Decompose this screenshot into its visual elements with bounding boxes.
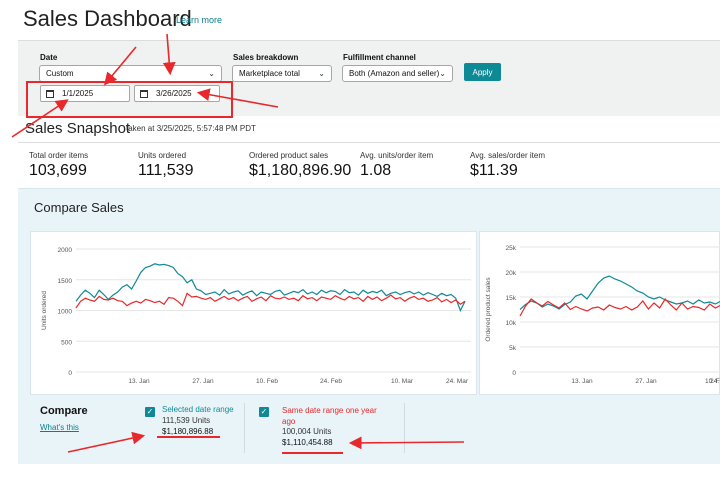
metric-avg-sales-per-order-item: Avg. sales/order item $11.39 <box>470 151 545 180</box>
breakdown-select-value: Marketplace total <box>239 69 300 78</box>
previous-range-units: 100,004 Units <box>282 427 332 436</box>
metric-value: 103,699 <box>29 162 87 179</box>
metric-label: Avg. units/order item <box>360 151 434 160</box>
x-tick-label: 10. Feb <box>705 378 720 385</box>
whats-this-link[interactable]: What's this <box>40 423 79 432</box>
series-line <box>75 292 466 309</box>
end-date-value: 3/26/2025 <box>156 89 192 98</box>
y-tick-label: 25k <box>506 245 517 252</box>
metric-label: Avg. sales/order item <box>470 151 545 160</box>
date-select-value: Custom <box>46 69 74 78</box>
learn-more-link[interactable]: Learn more <box>176 15 223 25</box>
start-date-value: 1/1/2025 <box>62 89 94 98</box>
selected-range-sales: $1,180,896.88 <box>162 427 214 436</box>
series-line <box>519 298 720 317</box>
ordered-product-sales-chart[interactable]: 0 5k 10k 15k 20k 25k Ordered product sales 13. … <box>480 232 720 396</box>
x-tick-label: 13. Jan <box>128 378 150 385</box>
metric-ordered-product-sales: Ordered product sales $1,180,896.90 <box>249 151 351 180</box>
apply-button[interactable]: Apply <box>464 63 501 81</box>
metric-label: Ordered product sales <box>249 151 329 160</box>
previous-range-sales: $1,110,454.88 <box>282 438 333 447</box>
y-tick-label: 20k <box>506 270 517 277</box>
fulfillment-select-value: Both (Amazon and seller) <box>349 69 440 78</box>
x-tick-label: 24. Feb <box>710 378 720 385</box>
chevron-down-icon: ⌄ <box>208 69 215 78</box>
divider <box>404 403 405 453</box>
snapshot-timestamp: taken at 3/25/2025, 5:57:48 PM PDT <box>126 124 256 133</box>
compare-sales-title: Compare Sales <box>34 200 124 215</box>
selected-range-units: 111,539 Units <box>162 416 211 425</box>
selected-range-checkbox[interactable]: ✓ <box>145 407 155 417</box>
y-tick-label: 1500 <box>58 278 73 285</box>
snapshot-metrics: Total order items 103,699 Units ordered … <box>18 142 720 188</box>
x-tick-label: 27. Jan <box>635 378 657 385</box>
x-tick-label: 27. Jan <box>192 378 214 385</box>
sales-chart-card: 0 5k 10k 15k 20k 25k Ordered product sales 13. … <box>479 231 720 395</box>
x-tick-label: 10. Mar <box>391 378 414 385</box>
metric-value: $11.39 <box>470 162 518 179</box>
metric-value: 1.08 <box>360 162 392 179</box>
y-tick-label: 15k <box>506 295 517 302</box>
chevron-down-icon: ⌄ <box>439 69 446 78</box>
series-line <box>75 263 466 312</box>
previous-range-title: Same date range one year ago <box>282 406 377 426</box>
metric-total-order-items: Total order items 103,699 <box>29 151 88 180</box>
fulfillment-select[interactable]: Both (Amazon and seller) ⌄ <box>342 65 453 82</box>
metric-value: $1,180,896.90 <box>249 162 352 179</box>
start-date-input[interactable]: 1/1/2025 <box>40 85 130 102</box>
divider <box>244 403 245 453</box>
y-tick-label: 10k <box>506 320 517 327</box>
y-tick-label: 0 <box>68 370 72 377</box>
calendar-icon[interactable] <box>46 89 54 98</box>
breakdown-label: Sales breakdown <box>233 53 299 62</box>
y-tick-label: 2000 <box>58 247 73 254</box>
compare-label: Compare <box>40 405 88 417</box>
selected-range-title: Selected date range <box>162 405 234 414</box>
metric-avg-units-per-order-item: Avg. units/order item 1.08 <box>360 151 433 180</box>
y-tick-label: 1000 <box>58 309 73 316</box>
y-axis-label: Units ordered <box>41 291 48 330</box>
breakdown-select[interactable]: Marketplace total ⌄ <box>232 65 332 82</box>
y-axis-label: Ordered product sales <box>485 277 492 342</box>
y-tick-label: 5k <box>509 345 517 352</box>
date-label: Date <box>40 53 58 62</box>
snapshot-title: Sales Snapshot <box>25 120 131 137</box>
metric-units-ordered: Units ordered 111,539 <box>138 151 193 180</box>
series-line <box>519 275 720 310</box>
metric-value: 111,539 <box>138 162 194 179</box>
y-tick-label: 500 <box>61 339 72 346</box>
units-chart-card: 0 500 1000 1500 2000 Units ordered 13. Jan 27. … <box>30 231 477 395</box>
previous-range-checkbox[interactable]: ✓ <box>259 407 269 417</box>
date-select[interactable]: Custom ⌄ <box>39 65 222 82</box>
calendar-icon[interactable] <box>140 89 148 98</box>
y-tick-label: 0 <box>512 370 516 377</box>
units-ordered-chart[interactable]: 0 500 1000 1500 2000 Units ordered 13. Jan 27. … <box>31 232 478 396</box>
chevron-down-icon: ⌄ <box>318 69 325 78</box>
fulfillment-label: Fulfillment channel <box>343 53 416 62</box>
x-tick-label: 24. Mar <box>446 378 469 385</box>
x-tick-label: 10. Feb <box>256 378 278 385</box>
metric-label: Total order items <box>29 151 89 160</box>
metric-label: Units ordered <box>138 151 187 160</box>
x-tick-label: 13. Jan <box>571 378 593 385</box>
x-tick-label: 24. Feb <box>320 378 342 385</box>
annotation-box <box>26 81 233 118</box>
page-title: Sales Dashboard <box>23 6 192 31</box>
